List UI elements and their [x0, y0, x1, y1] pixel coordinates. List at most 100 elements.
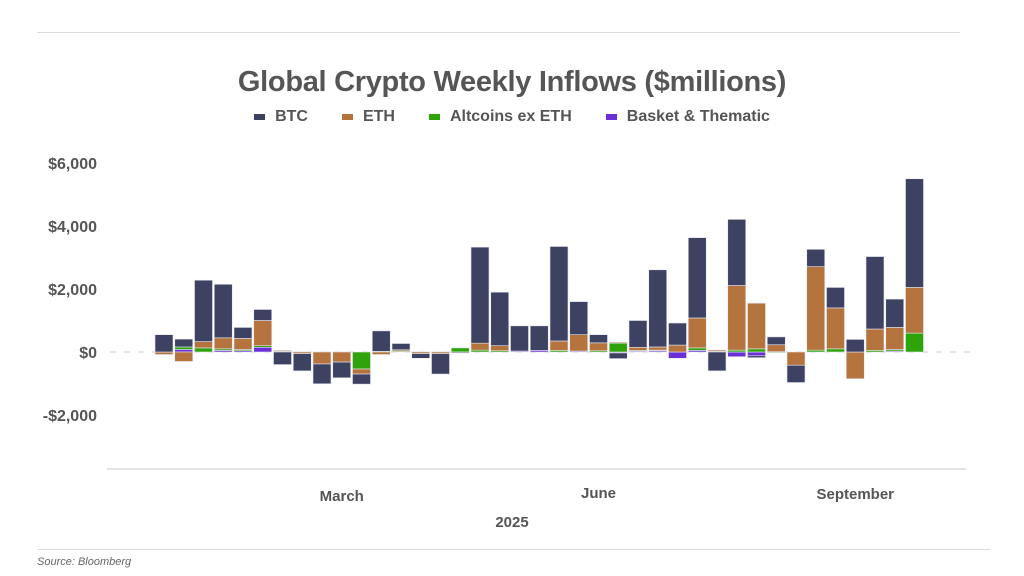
bar-segment-altcoins-ex-eth	[826, 348, 845, 353]
bottom-divider	[37, 549, 990, 550]
bar-segment-altcoins-ex-eth	[905, 332, 924, 353]
x-tick-label: September	[816, 486, 894, 503]
bar-segment-btc	[253, 309, 273, 321]
x-tick-label: March	[320, 488, 364, 505]
bar-segment-altcoins-ex-eth	[687, 347, 707, 351]
bar-segment-eth	[470, 342, 490, 351]
y-tick-label: $6,000	[48, 156, 97, 173]
y-tick-label: $0	[79, 345, 97, 362]
bar-segment-basket-thematic	[668, 351, 687, 359]
bar-segment-eth	[826, 307, 845, 350]
bar-segment-altcoins-ex-eth	[194, 347, 213, 353]
bar-segment-btc	[312, 363, 332, 385]
bar-segment-btc	[826, 287, 845, 309]
bar-segment-btc	[786, 364, 806, 383]
legend-swatch-altcoins	[428, 114, 440, 120]
bar-segment-btc	[352, 373, 371, 385]
bar-segment-altcoins-ex-eth	[352, 351, 371, 370]
bar-segment-btc	[273, 351, 292, 365]
bar-segment-eth	[490, 345, 510, 352]
bar-segment-eth	[273, 350, 292, 352]
bar-segment-basket-thematic	[253, 346, 273, 353]
bar-segment-btc	[589, 334, 608, 344]
legend-label-eth: ETH	[362, 108, 395, 125]
legend: BTC ETH Altcoins ex ETH Basket & Themati…	[0, 108, 1024, 126]
bar-segment-btc	[905, 178, 924, 288]
bar-segment-eth	[371, 351, 391, 355]
bar-segment-altcoins-ex-eth	[747, 348, 766, 353]
legend-item-basket: Basket & Thematic	[605, 108, 770, 126]
top-divider	[37, 32, 960, 33]
bar-segment-btc	[450, 351, 470, 354]
bar-segment-eth	[194, 341, 213, 349]
bar-segment-eth	[727, 285, 747, 351]
bar-segment-eth	[549, 340, 569, 351]
y-tick-label: $4,000	[48, 219, 97, 236]
bar-segment-eth	[253, 320, 273, 347]
bar-segment-btc	[431, 353, 450, 375]
bar-segment-eth	[569, 334, 589, 352]
bar-segment-eth	[845, 351, 865, 380]
legend-swatch-btc	[254, 114, 266, 120]
bar-segment-basket-thematic	[747, 351, 766, 357]
bar-segment-eth	[589, 342, 608, 352]
bar-segment-eth	[628, 346, 648, 351]
bar-segment-btc	[687, 237, 707, 319]
bar-segment-btc	[608, 352, 628, 359]
bar-segment-btc	[332, 361, 352, 379]
bar-segment-btc	[569, 301, 589, 335]
bar-segment-eth	[608, 341, 628, 344]
bar-segment-altcoins-ex-eth	[608, 342, 628, 353]
bar-segment-btc	[510, 325, 529, 352]
legend-item-btc: BTC	[254, 108, 308, 126]
bar-segment-btc	[391, 343, 411, 351]
bar-segment-eth	[747, 302, 766, 350]
x-tick-label: June	[581, 485, 616, 502]
bar-segment-eth	[865, 328, 885, 351]
bar-segment-btc	[411, 353, 431, 359]
bar-segment-btc	[806, 249, 826, 267]
legend-item-eth: ETH	[341, 108, 395, 126]
bar-segment-eth	[786, 351, 806, 366]
bar-segment-eth	[332, 351, 352, 363]
bar-segment-btc	[213, 283, 233, 339]
bar-segment-btc	[766, 336, 786, 346]
legend-label-basket: Basket & Thematic	[626, 108, 770, 125]
bar-segment-btc	[648, 269, 668, 348]
bar-segment-btc	[727, 219, 747, 286]
bar-segment-basket-thematic	[727, 351, 747, 358]
x-axis-title: 2025	[495, 514, 528, 531]
bar-segment-basket-thematic	[174, 349, 194, 353]
bar-segment-btc	[549, 246, 569, 342]
bar-segment-btc	[885, 298, 905, 328]
legend-item-altcoins: Altcoins ex ETH	[428, 108, 572, 126]
bar-segment-eth	[806, 266, 826, 351]
bar-segment-btc	[747, 355, 766, 358]
y-tick-label: $2,000	[48, 282, 97, 299]
legend-swatch-eth	[341, 114, 353, 120]
bar-segment-eth	[352, 368, 371, 375]
bar-segment-btc	[371, 330, 391, 352]
bar-segment-eth	[885, 327, 905, 350]
bar-segment-btc	[668, 322, 687, 346]
bar-segment-eth	[174, 351, 194, 362]
bar-segment-eth	[707, 349, 727, 352]
bar-segment-btc	[490, 291, 510, 346]
bar-segment-eth	[766, 344, 786, 352]
bar-segment-altcoins-ex-eth	[174, 346, 194, 350]
bar-segment-eth	[648, 346, 668, 351]
bar-segment-eth	[312, 351, 332, 365]
bar-segment-eth	[154, 351, 174, 355]
bar-segment-eth	[213, 337, 233, 350]
source-note: Source: Bloomberg	[37, 556, 132, 568]
bar-segment-btc	[174, 338, 194, 348]
bar-segment-btc	[529, 325, 549, 351]
bar-segment-eth	[687, 317, 707, 349]
chart-title: Global Crypto Weekly Inflows ($millions)	[237, 66, 787, 98]
bar-segment-btc	[845, 339, 865, 353]
bar-segment-btc	[865, 256, 885, 330]
bar-segment-eth	[905, 287, 924, 334]
bar-segment-btc	[154, 334, 174, 353]
bar-segment-btc	[233, 327, 253, 339]
